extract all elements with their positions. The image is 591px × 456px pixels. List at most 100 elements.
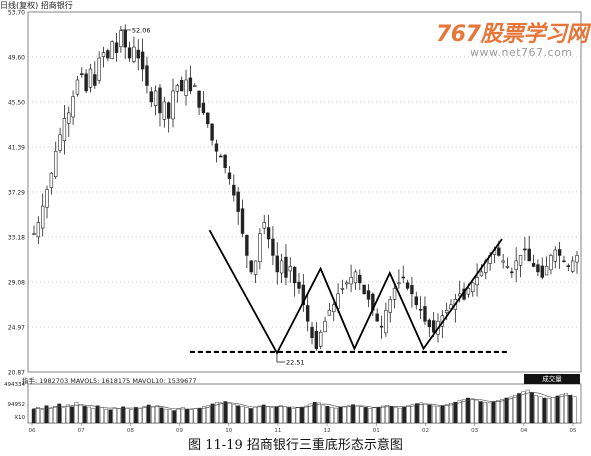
candle-body xyxy=(575,255,579,263)
volume-bar xyxy=(112,407,117,424)
candle-body xyxy=(140,51,145,70)
candle-body xyxy=(497,247,501,256)
volume-bar xyxy=(551,397,556,424)
x-tick-label: 05 xyxy=(570,428,577,434)
candle-body xyxy=(227,172,232,179)
candle-body xyxy=(323,320,327,333)
candle-body xyxy=(197,90,201,108)
volume-bar xyxy=(406,405,411,424)
volume-bar xyxy=(163,408,168,424)
volume-bar xyxy=(397,407,402,424)
volume-bar xyxy=(427,404,432,424)
volume-bar xyxy=(461,399,466,424)
candle-body xyxy=(119,30,123,47)
y-tick-label: 45.50 xyxy=(8,99,25,106)
candle-body xyxy=(418,308,423,311)
candle-body xyxy=(262,222,266,229)
volume-bar xyxy=(470,398,475,424)
candle-body xyxy=(40,205,45,229)
volume-bar xyxy=(559,394,564,424)
candle-body xyxy=(319,331,323,347)
volume-bar xyxy=(189,409,194,424)
volume-bar xyxy=(436,406,441,424)
volume-bar xyxy=(487,402,492,424)
candle-body xyxy=(175,85,180,92)
candle-body xyxy=(388,298,392,313)
y-tick-label: 49.60 xyxy=(8,54,25,61)
volume-tick-label: 494334 xyxy=(4,382,25,388)
candle-body xyxy=(114,42,119,53)
volume-bar xyxy=(44,405,49,424)
candle-body xyxy=(414,296,418,306)
figure-caption: 图 11-19 招商银行三重底形态示意图 xyxy=(188,438,403,453)
candle-body xyxy=(305,305,310,322)
volume-bar xyxy=(317,402,321,424)
x-tick-label: 03 xyxy=(471,428,478,434)
volume-bar xyxy=(78,404,83,424)
volume-bar xyxy=(449,403,453,424)
volume-bar xyxy=(491,401,496,424)
candle-body xyxy=(279,260,284,274)
candle-body xyxy=(253,260,258,275)
volume-bar xyxy=(287,407,292,424)
volume-bar xyxy=(270,407,275,424)
candle-body xyxy=(71,96,75,118)
volume-bar xyxy=(376,406,381,424)
volume-bar xyxy=(87,406,92,424)
volume-bar xyxy=(321,404,326,424)
volume-bar xyxy=(133,407,138,424)
volume-bar xyxy=(146,404,151,424)
candle-body xyxy=(423,306,427,322)
candle-body xyxy=(162,101,167,120)
volume-bar xyxy=(402,406,407,424)
candle-body xyxy=(292,266,297,284)
candle-body xyxy=(97,57,101,81)
candle-body xyxy=(505,266,510,268)
candle-body xyxy=(123,30,127,48)
candle-body xyxy=(566,265,571,267)
candle-body xyxy=(531,263,536,267)
triple-bottom-line xyxy=(208,229,503,355)
candle-body xyxy=(258,233,262,263)
volume-bar xyxy=(512,395,517,424)
candle-body xyxy=(501,260,505,263)
candle-body xyxy=(62,118,67,142)
volume-bar xyxy=(312,401,317,424)
volume-bar xyxy=(474,399,479,424)
candle-body xyxy=(536,264,540,273)
volume-bar xyxy=(219,402,224,424)
candle-body xyxy=(36,222,41,238)
candle-body xyxy=(153,90,158,106)
candle-body xyxy=(384,309,388,334)
volume-tick-label: 94952 xyxy=(8,402,26,408)
candle-body xyxy=(58,134,62,151)
volume-bar xyxy=(283,406,287,424)
candle-body xyxy=(366,290,371,300)
candle-body xyxy=(314,330,319,349)
candle-body xyxy=(184,79,188,96)
candle-body xyxy=(245,235,249,256)
candle-body xyxy=(188,77,193,92)
candle-body xyxy=(527,248,531,262)
candle-body xyxy=(288,266,292,272)
volume-bar xyxy=(466,397,470,424)
candle-body xyxy=(49,172,54,188)
candle-body xyxy=(475,277,479,286)
volume-bar xyxy=(236,405,241,424)
volume-bar xyxy=(231,404,236,424)
volume-bar xyxy=(517,393,522,424)
volume-bar xyxy=(338,406,343,424)
chart-title: 日线(复权) 招商银行 xyxy=(0,1,73,10)
volume-bar xyxy=(265,406,270,424)
volume-bar xyxy=(129,409,134,424)
candle-body xyxy=(471,282,475,293)
volume-bar xyxy=(295,407,300,424)
volume-bar xyxy=(308,403,313,424)
candle-body xyxy=(514,260,518,270)
volume-bar xyxy=(61,407,66,424)
candle-body xyxy=(410,285,414,295)
y-tick-label: 20.87 xyxy=(8,370,25,377)
candle-body xyxy=(54,150,58,177)
candle-body xyxy=(379,325,384,328)
volume-bar xyxy=(304,405,309,424)
